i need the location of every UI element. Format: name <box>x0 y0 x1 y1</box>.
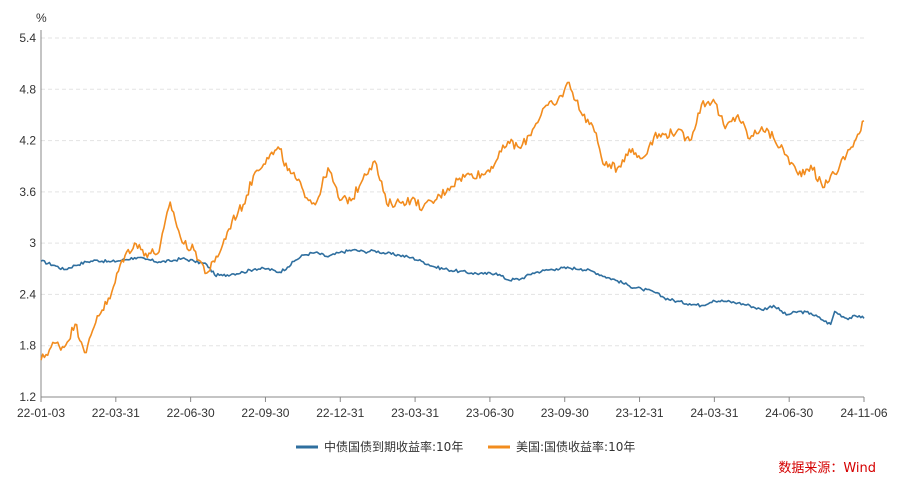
legend-label-2: 美国:国债收益率:10年 <box>516 439 635 454</box>
x-tick-label: 23-09-30 <box>541 406 589 420</box>
legend: 中债国债到期收益率:10年 美国:国债收益率:10年 <box>296 439 635 454</box>
series-layer <box>40 81 865 361</box>
y-tick-label: 1.8 <box>19 339 36 353</box>
x-tick-label: 22-09-30 <box>241 406 289 420</box>
y-tick-label: 3.6 <box>19 185 36 199</box>
x-tick-label: 22-06-30 <box>167 406 215 420</box>
x-tick-label: 24-11-06 <box>840 406 887 420</box>
source-label: 数据来源：Wind <box>778 461 876 476</box>
y-tick-label: 1.2 <box>19 390 36 404</box>
series-line-2 <box>40 81 865 361</box>
axis-layer: % 1.2 1.8 2.4 3 3.6 4.2 4.8 5.4 22-01-03 22-03-31 2… <box>17 11 888 420</box>
x-tick-label: 24-03-31 <box>690 406 738 420</box>
x-tick-label: 22-01-03 <box>17 406 65 420</box>
x-tick-label: 23-12-31 <box>616 406 664 420</box>
y-tick-label: 4.2 <box>19 134 36 148</box>
legend-label-1: 中债国债到期收益率:10年 <box>324 439 463 454</box>
x-tick-label: 22-03-31 <box>92 406 140 420</box>
x-tick-label: 22-12-31 <box>316 406 364 420</box>
y-tick-label: 4.8 <box>19 82 36 96</box>
series-line-1 <box>40 248 865 326</box>
y-tick-label: 5.4 <box>19 31 36 45</box>
x-tick-label: 23-03-31 <box>391 406 439 420</box>
y-tick-label: 2.4 <box>19 287 36 301</box>
y-tick-label: 3 <box>29 236 36 250</box>
x-tick-label: 23-06-30 <box>466 406 514 420</box>
y-axis-unit: % <box>36 11 47 25</box>
x-tick-label: 24-06-30 <box>765 406 813 420</box>
grid-layer <box>41 37 864 347</box>
